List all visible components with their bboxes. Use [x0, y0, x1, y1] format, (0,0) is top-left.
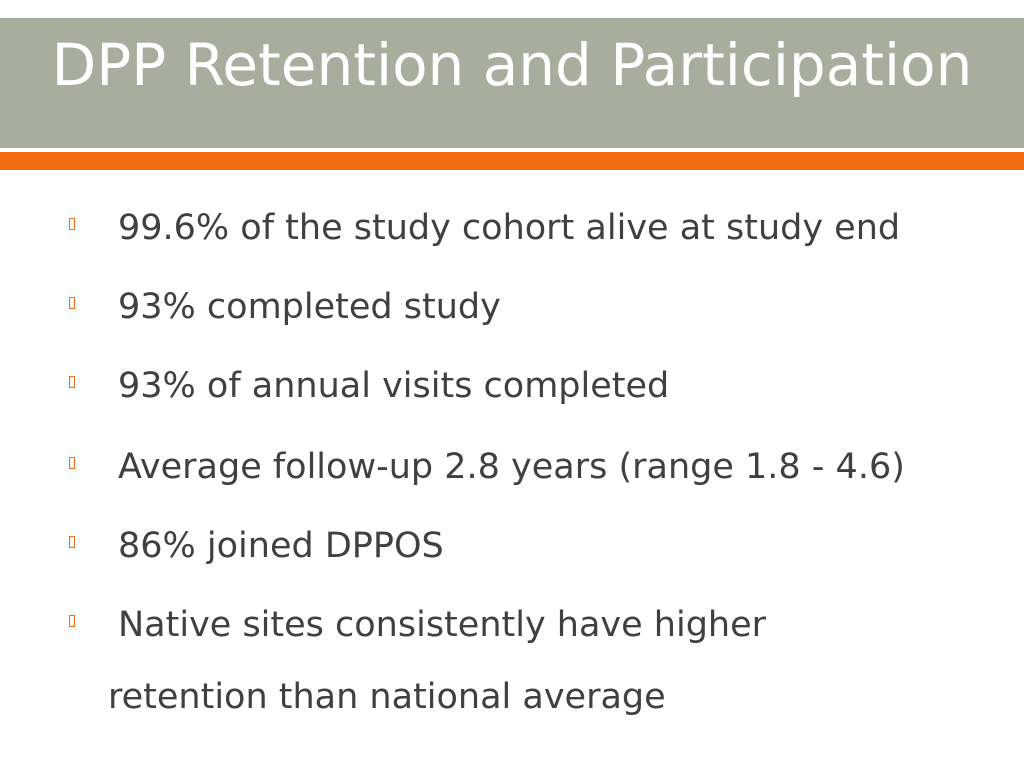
bullet-icon	[69, 457, 75, 469]
slide-title: DPP Retention and Participation	[51, 31, 973, 99]
bullet-text-continuation: retention than national average	[108, 677, 666, 717]
title-band	[0, 18, 1024, 148]
bullet-text: 86% joined DPPOS	[118, 526, 444, 566]
bullet-icon	[69, 297, 75, 309]
bullet-icon	[69, 536, 75, 548]
bullet-text: 93% of annual visits completed	[118, 366, 670, 406]
bullet-icon	[69, 218, 75, 230]
accent-bar	[0, 152, 1024, 170]
bullet-text: Average follow-up 2.8 years (range 1.8 -…	[118, 447, 905, 487]
bullet-text: 99.6% of the study cohort alive at study…	[118, 208, 901, 248]
bullet-icon	[69, 376, 75, 388]
bullet-icon	[69, 615, 75, 627]
bullet-text: Native sites consistently have higher	[118, 605, 767, 645]
bullet-text: 93% completed study	[118, 287, 501, 327]
